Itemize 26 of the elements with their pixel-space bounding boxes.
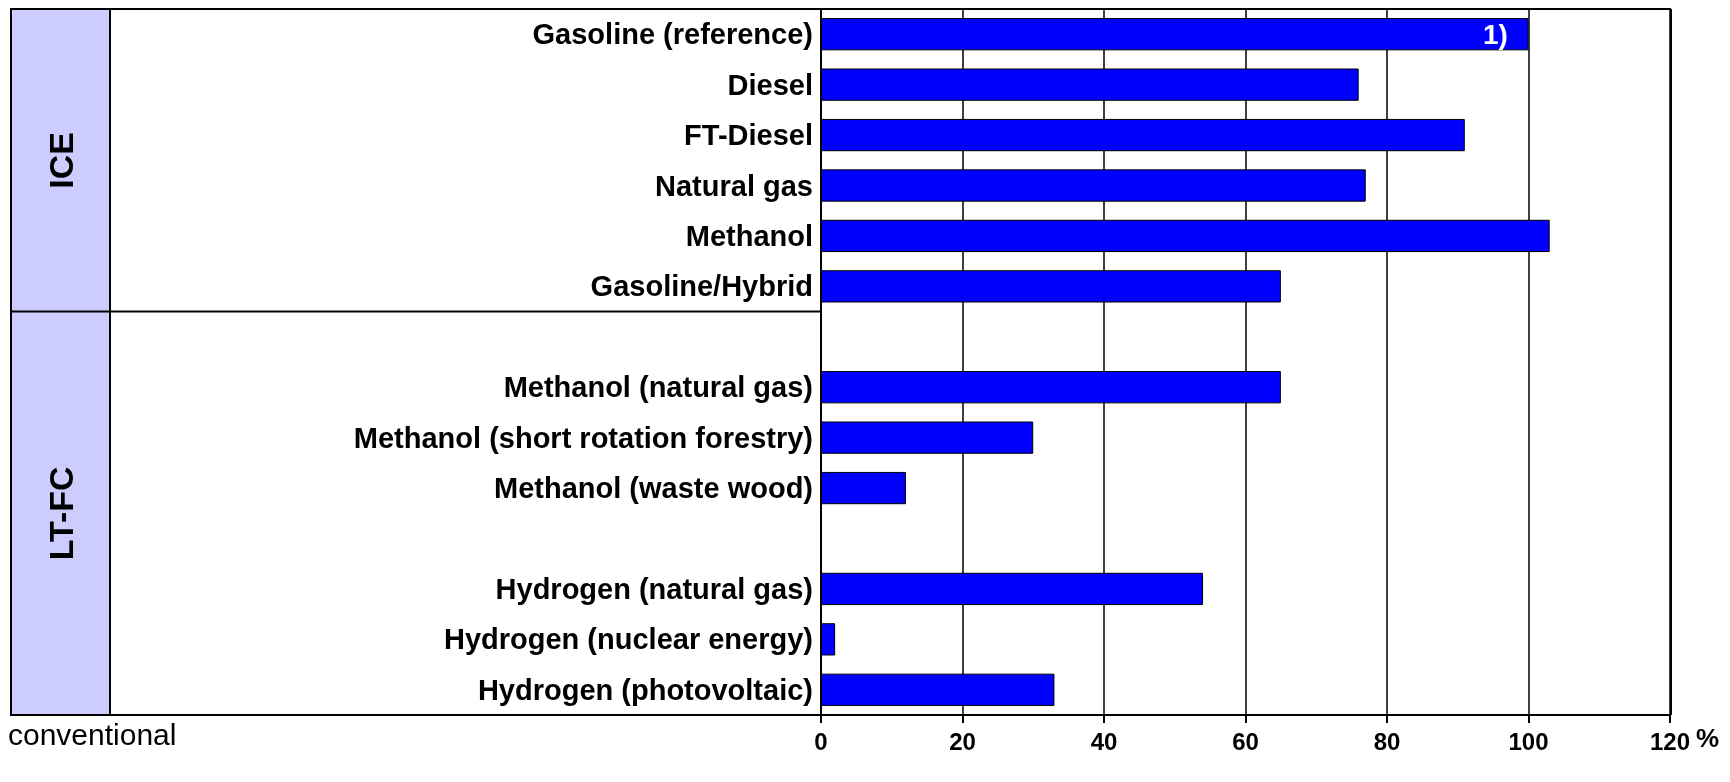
y-tick-label: Methanol (natural gas) — [503, 371, 813, 404]
x-tick-label: 80 — [1373, 727, 1401, 755]
x-tick-label: 60 — [1232, 727, 1259, 755]
y-tick-label: Methanol (waste wood) — [494, 472, 813, 505]
y-tick-label: Gasoline (reference) — [532, 18, 813, 51]
x-tick-label: 120 — [1649, 727, 1690, 755]
y-tick-label: Methanol (short rotation forestry) — [353, 421, 813, 454]
y-tick-label: Hydrogen (natural gas) — [495, 572, 813, 605]
text: LT-FC — [41, 466, 80, 561]
bar — [821, 623, 836, 656]
text: conventional — [8, 717, 177, 751]
x-axis-title: % — [1695, 723, 1720, 753]
x-tick-label: 20 — [949, 727, 976, 755]
y-tick-label: Diesel — [727, 68, 813, 101]
y-tick-label: Gasoline/Hybrid — [590, 270, 813, 303]
y-tick-label: FT-Diesel — [684, 119, 813, 152]
y-tick-label: Methanol — [685, 219, 813, 252]
annotation: 1) — [1482, 18, 1508, 50]
y-tick-label: Hydrogen (photovoltaic) — [477, 673, 813, 706]
bar — [821, 471, 906, 505]
x-tick-label: 40 — [1090, 727, 1118, 755]
y-tick-label: Natural gas — [655, 169, 813, 202]
x-tick-label: 100 — [1508, 727, 1549, 755]
text: ICE — [41, 131, 80, 189]
x-tick-label: 0 — [814, 727, 828, 755]
y-tick-label: Hydrogen (nuclear energy) — [443, 623, 813, 656]
